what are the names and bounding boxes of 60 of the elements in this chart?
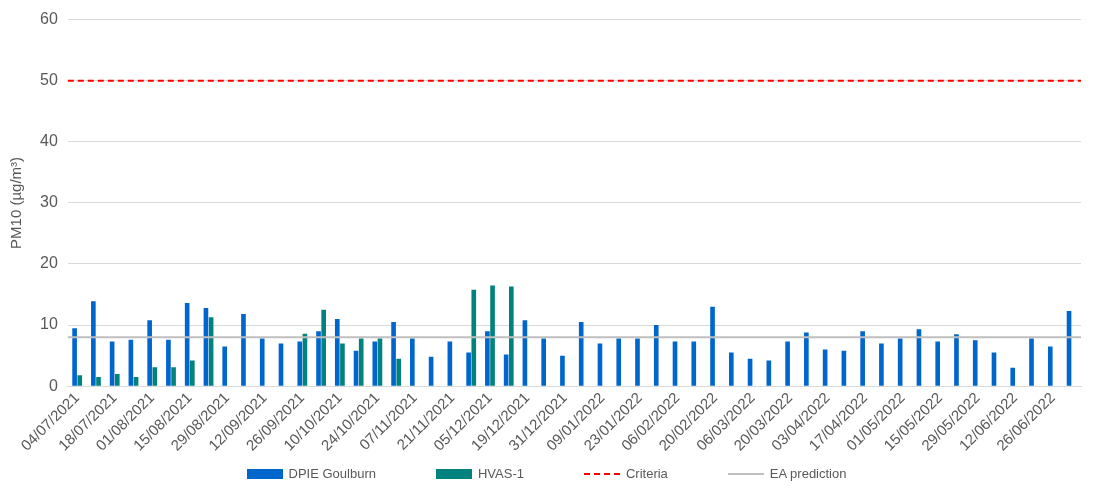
bar xyxy=(935,341,941,386)
bar xyxy=(1047,346,1053,386)
bar xyxy=(508,286,514,386)
y-tick-label: 20 xyxy=(40,254,58,272)
bar xyxy=(152,367,158,386)
bar xyxy=(471,289,477,386)
bar xyxy=(321,309,326,386)
bar xyxy=(804,332,809,386)
bar xyxy=(410,338,415,386)
bar xyxy=(358,338,364,386)
bar xyxy=(96,377,101,386)
legend-label: DPIE Goulburn xyxy=(288,466,376,481)
bar xyxy=(490,285,495,386)
bar xyxy=(391,322,396,386)
bar xyxy=(485,331,490,386)
bar xyxy=(653,325,659,386)
y-axis-title: PM10 (µg/m³) xyxy=(7,156,25,249)
bar xyxy=(785,341,790,386)
bar xyxy=(954,334,959,386)
bar xyxy=(728,352,734,386)
y-tick-label: 10 xyxy=(40,315,58,333)
bar xyxy=(190,360,195,386)
bar xyxy=(114,373,120,386)
bar xyxy=(259,338,265,386)
bar xyxy=(396,358,402,386)
bar xyxy=(72,328,77,386)
bar xyxy=(1029,338,1034,386)
bar xyxy=(710,306,715,386)
bar xyxy=(578,322,584,386)
bar xyxy=(691,341,697,386)
bar xyxy=(77,375,83,386)
legend-label: EA prediction xyxy=(769,466,847,481)
bar xyxy=(297,341,303,386)
bar xyxy=(147,320,152,386)
y-tick-label: 30 xyxy=(40,193,58,211)
bar xyxy=(541,338,546,386)
y-tick-label: 50 xyxy=(40,71,58,89)
bar xyxy=(340,343,345,386)
bar xyxy=(616,338,622,386)
y-tick-label: 0 xyxy=(48,376,58,394)
bar xyxy=(166,339,171,386)
bar xyxy=(222,346,228,386)
bar xyxy=(316,331,321,386)
bar xyxy=(334,318,340,386)
bar xyxy=(879,343,884,386)
bar xyxy=(171,367,176,386)
bar xyxy=(241,314,246,386)
y-tick-label: 40 xyxy=(40,132,58,150)
bar xyxy=(1010,367,1016,386)
bar xyxy=(635,338,640,386)
bar xyxy=(133,377,139,386)
bar xyxy=(560,355,565,386)
bar xyxy=(372,341,378,386)
bar xyxy=(860,331,865,386)
legend-label: HVAS-1 xyxy=(477,466,524,481)
bar xyxy=(972,340,978,386)
y-tick-label: 60 xyxy=(40,10,58,28)
bar xyxy=(466,352,471,386)
bar xyxy=(91,301,96,386)
legend-label: Criteria xyxy=(625,466,668,481)
